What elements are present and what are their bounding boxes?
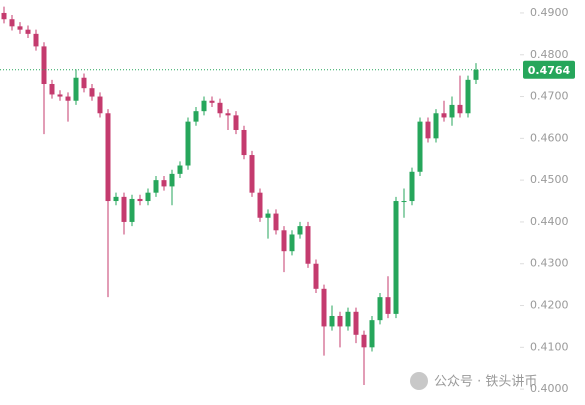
watermark-text: 公众号 · 铁头讲币 — [434, 375, 537, 390]
candle-body — [289, 234, 295, 252]
candle-body — [169, 173, 175, 187]
candle-body — [33, 33, 39, 47]
candle-body — [281, 230, 287, 252]
candle-body — [449, 104, 455, 118]
candle-body — [457, 104, 463, 114]
candle-body — [137, 198, 143, 202]
candle-body — [273, 213, 279, 231]
candle-body — [313, 263, 319, 289]
candle-body — [185, 121, 191, 166]
candle-body — [129, 198, 135, 222]
candle-body — [105, 113, 111, 202]
candle-body — [121, 196, 127, 222]
candle-body — [441, 113, 447, 118]
candle-body — [81, 77, 87, 89]
candle-body — [153, 180, 159, 193]
candle-body — [385, 297, 391, 314]
last-price-label: 0.4764 — [528, 64, 571, 77]
candle-body — [89, 88, 95, 97]
candle-body — [17, 26, 23, 30]
candle-body — [249, 155, 255, 193]
y-tick-label: 0.4000 — [530, 382, 569, 395]
candle-body — [193, 111, 199, 122]
y-tick-label: 0.4700 — [530, 90, 569, 103]
candle-body — [113, 196, 119, 202]
candle-body — [1, 12, 7, 20]
y-tick-label: 0.4400 — [530, 215, 569, 228]
candle-body — [241, 129, 247, 156]
candle-body — [345, 311, 351, 327]
candle-body — [369, 320, 375, 348]
candle-body — [401, 201, 407, 203]
y-tick-label: 0.4300 — [530, 257, 569, 270]
candle-body — [201, 100, 207, 112]
y-tick-label: 0.4500 — [530, 173, 569, 186]
candle-body — [297, 226, 303, 235]
candle-body — [417, 121, 423, 172]
y-tick-label: 0.4100 — [530, 340, 569, 353]
candle-body — [161, 180, 167, 187]
y-tick-label: 0.4600 — [530, 131, 569, 144]
candle-body — [41, 46, 47, 85]
candle-body — [49, 84, 55, 95]
y-tick-label: 0.4900 — [530, 6, 569, 19]
candle-body — [65, 96, 71, 101]
candle-body — [321, 288, 327, 327]
candle-body — [465, 79, 471, 114]
y-tick-label: 0.4200 — [530, 299, 569, 312]
candle-body — [177, 165, 183, 174]
watermark: 公众号 · 铁头讲币 — [410, 372, 537, 390]
candle-body — [73, 77, 79, 101]
last-price-box — [523, 60, 575, 79]
candle-body — [97, 96, 103, 114]
candle-body — [473, 69, 479, 80]
candle-body — [337, 315, 343, 327]
candle-body — [409, 171, 415, 202]
candle-body — [361, 334, 367, 348]
candle-body — [57, 94, 63, 97]
candle-body — [393, 201, 399, 314]
candle-body — [209, 100, 215, 103]
candle-body — [233, 115, 239, 130]
candle-body — [433, 113, 439, 139]
watermark-icon — [410, 372, 428, 390]
candle-body — [145, 192, 151, 202]
candle-body — [9, 19, 15, 27]
candle-body — [225, 113, 231, 116]
candle-body — [305, 226, 311, 264]
candle-body — [353, 311, 359, 335]
candle-body — [257, 192, 263, 218]
candle-body — [377, 297, 383, 321]
candle-body — [425, 121, 431, 139]
candle-body — [329, 315, 335, 327]
candle-body — [265, 213, 271, 218]
candle-body — [217, 102, 223, 114]
y-tick-label: 0.4800 — [530, 48, 569, 61]
candle-body — [25, 29, 31, 34]
